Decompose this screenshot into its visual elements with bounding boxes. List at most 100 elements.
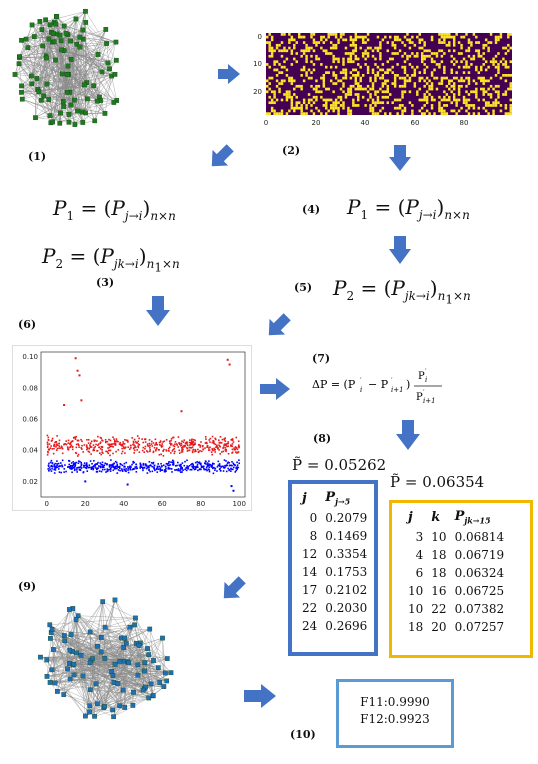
heatmap-cell bbox=[425, 49, 429, 53]
heatmap-cell bbox=[406, 54, 409, 58]
heatmap-cell bbox=[290, 106, 294, 110]
heatmap-cell bbox=[376, 101, 380, 105]
network-node bbox=[65, 666, 70, 672]
heatmap-cell bbox=[300, 104, 303, 107]
network-edge bbox=[18, 63, 22, 86]
heatmap-cell bbox=[484, 38, 488, 42]
heatmap-cell bbox=[438, 82, 441, 85]
table2-cell-j: 6 bbox=[415, 565, 424, 580]
blue-point bbox=[187, 466, 190, 468]
heatmap-cell bbox=[494, 35, 498, 39]
blue-point bbox=[76, 467, 78, 469]
heatmap-cell bbox=[487, 112, 490, 115]
arrow-right-icon bbox=[260, 378, 290, 400]
heatmap-cell bbox=[391, 43, 394, 47]
blue-point bbox=[86, 470, 89, 472]
red-point bbox=[188, 449, 191, 452]
heatmap-cell bbox=[475, 87, 478, 91]
heatmap-cell bbox=[416, 35, 419, 39]
network-edge bbox=[46, 609, 70, 660]
red-point bbox=[127, 441, 129, 443]
blue-point bbox=[116, 467, 118, 470]
heatmap-cell bbox=[487, 65, 490, 69]
heatmap-cell bbox=[334, 33, 338, 36]
heatmap-cell bbox=[418, 71, 421, 74]
red-point bbox=[152, 442, 155, 444]
heatmap-cell bbox=[457, 87, 461, 91]
heatmap-cell bbox=[361, 35, 365, 39]
heatmap-cell bbox=[337, 38, 340, 42]
blue-point bbox=[212, 472, 215, 475]
red-point bbox=[168, 446, 171, 449]
y-tick-label: 0.10 bbox=[22, 353, 38, 361]
red-point bbox=[223, 443, 226, 446]
blue-point bbox=[178, 464, 181, 467]
red-point bbox=[156, 447, 158, 450]
heatmap-cell bbox=[339, 33, 343, 36]
network-node bbox=[29, 73, 34, 79]
heatmap-cell bbox=[472, 90, 476, 94]
heatmap-cell bbox=[344, 52, 348, 55]
heatmap-cell bbox=[489, 76, 493, 80]
heatmap-cell bbox=[359, 79, 362, 83]
heatmap-cell bbox=[332, 71, 335, 74]
blue-point bbox=[224, 464, 226, 467]
heatmap-cell bbox=[484, 101, 488, 105]
heatmap-cell bbox=[275, 60, 279, 64]
blue-point bbox=[48, 467, 51, 469]
heatmap-cell bbox=[283, 79, 286, 83]
red-point bbox=[238, 446, 240, 449]
blue-point bbox=[206, 469, 208, 472]
red-point bbox=[199, 444, 202, 447]
heatmap-cell bbox=[423, 79, 426, 83]
red-point bbox=[224, 440, 227, 443]
heatmap-cell bbox=[455, 76, 458, 80]
red-point bbox=[165, 449, 168, 452]
red-point bbox=[184, 445, 187, 447]
red-point bbox=[226, 445, 229, 448]
blue-point bbox=[80, 464, 83, 467]
red-point bbox=[185, 441, 187, 444]
blue-point bbox=[162, 464, 165, 467]
red-point bbox=[236, 452, 238, 454]
network-node bbox=[47, 622, 53, 628]
network-edge bbox=[67, 628, 150, 670]
red-point bbox=[237, 444, 240, 447]
red-point bbox=[89, 446, 92, 448]
red-point bbox=[48, 448, 51, 451]
heatmap-cell bbox=[288, 76, 291, 80]
heatmap-cell bbox=[366, 52, 370, 55]
heatmap-cell bbox=[497, 90, 500, 94]
red-point bbox=[219, 441, 222, 444]
heatmap-cell bbox=[384, 82, 387, 85]
red-point bbox=[222, 446, 225, 449]
blue-point bbox=[156, 467, 158, 470]
red-point bbox=[46, 446, 49, 449]
blue-point bbox=[223, 459, 226, 461]
heatmap-cell bbox=[403, 82, 407, 85]
blue-point bbox=[218, 464, 221, 467]
heatmap-cell bbox=[354, 76, 358, 80]
blue-point bbox=[117, 466, 120, 469]
heatmap-cell bbox=[337, 109, 340, 113]
heatmap-cell bbox=[401, 109, 404, 113]
red-point bbox=[67, 448, 70, 450]
heatmap-cell bbox=[332, 90, 335, 94]
red-point bbox=[88, 451, 91, 453]
red-point bbox=[94, 446, 96, 448]
heatmap-cell bbox=[452, 38, 456, 42]
network-edge bbox=[149, 629, 166, 674]
heatmap-cell bbox=[425, 101, 429, 105]
blue-point bbox=[203, 465, 205, 468]
red-point bbox=[170, 437, 173, 440]
heatmap-cell bbox=[497, 93, 500, 96]
blue-point bbox=[61, 464, 63, 467]
heatmap-cell bbox=[266, 84, 269, 88]
heatmap-cell bbox=[445, 43, 449, 47]
red-point bbox=[169, 442, 171, 444]
blue-point bbox=[69, 466, 71, 468]
heatmap-cell bbox=[408, 76, 412, 80]
heatmap-cell bbox=[354, 104, 358, 107]
network-node bbox=[77, 44, 83, 50]
red-point bbox=[75, 435, 78, 438]
